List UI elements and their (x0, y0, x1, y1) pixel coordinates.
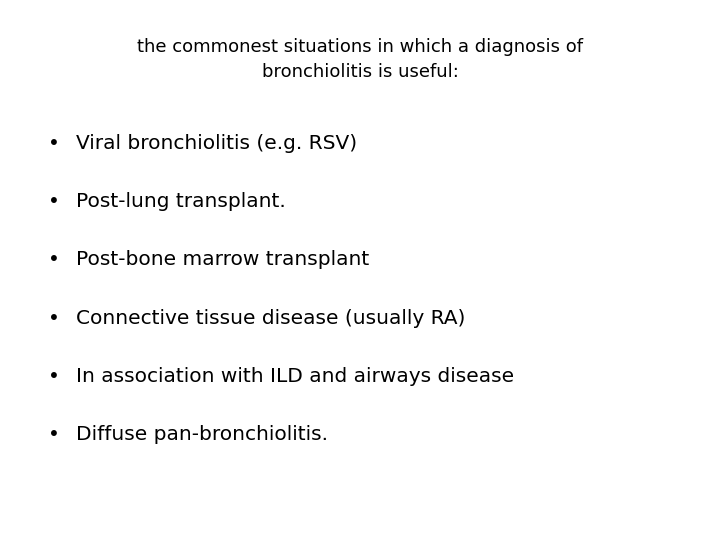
Text: •: • (48, 308, 60, 328)
Text: Diffuse pan-bronchiolitis.: Diffuse pan-bronchiolitis. (76, 425, 328, 444)
Text: Connective tissue disease (usually RA): Connective tissue disease (usually RA) (76, 308, 465, 328)
Text: •: • (48, 133, 60, 153)
Text: •: • (48, 192, 60, 211)
Text: •: • (48, 250, 60, 269)
Text: Viral bronchiolitis (e.g. RSV): Viral bronchiolitis (e.g. RSV) (76, 133, 356, 153)
Text: •: • (48, 425, 60, 444)
Text: Post-bone marrow transplant: Post-bone marrow transplant (76, 250, 369, 269)
Text: the commonest situations in which a diagnosis of
bronchiolitis is useful:: the commonest situations in which a diag… (137, 38, 583, 81)
Text: Post-lung transplant.: Post-lung transplant. (76, 192, 285, 211)
Text: •: • (48, 367, 60, 386)
Text: In association with ILD and airways disease: In association with ILD and airways dise… (76, 367, 514, 386)
